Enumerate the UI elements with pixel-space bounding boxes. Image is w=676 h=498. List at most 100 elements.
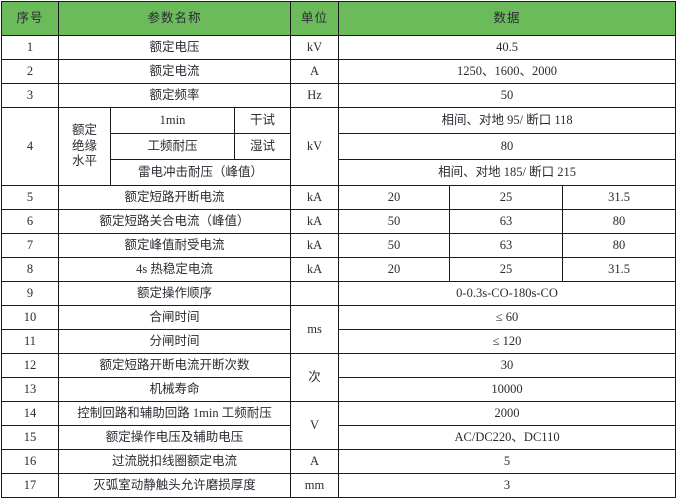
sub-row-test-type: 干试 [233, 107, 292, 134]
row-index: 13 [1, 377, 59, 402]
row-index: 3 [1, 83, 59, 108]
sub-row-parameter-name: 1min [110, 107, 235, 134]
table-row: 14 控制回路和辅助回路 1min 工频耐压 V 2000 [1, 401, 676, 450]
row-data: AC/DC220、DC110 [338, 425, 676, 450]
row-index: 7 [1, 233, 59, 258]
table-row: 雷电冲击耐压（峰值） 相间、对地 185/ 断口 215 [2, 159, 676, 186]
row-parameter-name: 分闸时间 [57, 329, 292, 354]
table-row: 4 额定 绝缘 水平 1min 干试 kV 相间、对地 95/ 断口 118 [1, 107, 676, 186]
row-unit: 次 [290, 353, 340, 402]
row-data-col-3: 31.5 [562, 185, 676, 210]
row-unit: A [290, 59, 340, 84]
sub-row-parameter-name: 雷电冲击耐压（峰值） [109, 159, 292, 186]
row-data: 30 [338, 353, 676, 378]
table-row: 2 额定电流 A 1250、1600、2000 [1, 59, 676, 84]
row-data: 1250、1600、2000 [338, 59, 676, 84]
row-index: 6 [1, 209, 59, 234]
header-row: 序号 参数名称 单位 数据 [1, 1, 676, 36]
row-parameter-name: 4s 热稳定电流 [57, 257, 292, 282]
row-data-col-1: 20 [338, 185, 451, 210]
row-unit: kV [290, 107, 340, 186]
row-index: 5 [1, 185, 59, 210]
row-index: 14 [1, 401, 59, 426]
row-unit: kA [290, 257, 340, 282]
row-parameter-name: 额定频率 [57, 83, 292, 108]
row-index: 15 [1, 425, 59, 450]
row-data: ≤ 120 [338, 329, 676, 354]
row-data-col-3: 80 [562, 209, 676, 234]
row-data: 2000 [338, 401, 676, 426]
row-parameter-name: 机械寿命 [57, 377, 292, 402]
row-index: 8 [1, 257, 59, 282]
row-data: ≤ 60 [338, 305, 676, 330]
row-unit: ms [290, 305, 340, 354]
row-unit: Hz [290, 83, 340, 108]
row-parameter-name: 额定电压 [57, 35, 292, 60]
table-row: 8 4s 热稳定电流 kA 20 25 31.5 [1, 257, 676, 282]
row-data: 50 [338, 83, 676, 108]
row-parameter-name: 额定短路关合电流（峰值） [57, 209, 292, 234]
row-data: 10000 [338, 377, 676, 402]
row-parameter-name: 额定操作电压及辅助电压 [57, 425, 292, 450]
row-parameter-name: 额定短路开断电流开断次数 [57, 353, 292, 378]
row-index: 1 [1, 35, 59, 60]
row-data-col-3: 80 [562, 233, 676, 258]
row-unit: kA [290, 209, 340, 234]
insulation-level-group-label: 额定 绝缘 水平 [58, 107, 111, 186]
row-unit: A [290, 449, 340, 474]
table-row: 9 额定操作顺序 0-0.3s-CO-180s-CO [1, 281, 676, 306]
table-row: 11 分闸时间 ≤ 120 [1, 329, 676, 354]
row-index: 4 [1, 107, 59, 186]
table-row: 7 额定峰值耐受电流 kA 50 63 80 [1, 233, 676, 258]
header-cell-unit: 单位 [290, 1, 340, 36]
row-unit: kA [290, 185, 340, 210]
group-label-line-1: 额定 [71, 123, 97, 138]
row-index: 12 [1, 353, 59, 378]
group-label-line-3: 水平 [71, 154, 97, 169]
row-index: 2 [1, 59, 59, 84]
row-data: 5 [338, 449, 676, 474]
table-row: 16 过流脱扣线圈额定电流 A 5 [1, 449, 676, 474]
row-data-col-1: 20 [338, 257, 451, 282]
row-data: 40.5 [338, 35, 676, 60]
row-data-col-2: 63 [449, 209, 564, 234]
row-index: 11 [1, 329, 59, 354]
row-data: 0-0.3s-CO-180s-CO [338, 281, 676, 306]
row-data-col-3: 31.5 [562, 257, 676, 282]
row-parameter-name: 额定电流 [57, 59, 292, 84]
row-parameter-name: 额定操作顺序 [57, 281, 292, 306]
row-parameter-name: 额定短路开断电流 [57, 185, 292, 210]
row-data-col-2: 25 [449, 257, 564, 282]
sub-row-data: 相间、对地 95/ 断口 118 [338, 107, 676, 134]
row-parameter-name: 额定峰值耐受电流 [57, 233, 292, 258]
row-index: 9 [1, 281, 59, 306]
table-row: 6 额定短路关合电流（峰值） kA 50 63 80 [1, 209, 676, 234]
table-row: 3 额定频率 Hz 50 [1, 83, 676, 108]
row-unit: V [290, 401, 340, 450]
sub-row-parameter-name: 工频耐压 [110, 133, 235, 160]
row-parameter-name: 过流脱扣线圈额定电流 [57, 449, 292, 474]
table-row: 5 额定短路开断电流 kA 20 25 31.5 [1, 185, 676, 210]
sub-row-data: 80 [338, 133, 676, 160]
header-cell-data: 数据 [338, 1, 676, 36]
table-row: 13 机械寿命 10000 [1, 377, 676, 402]
table-row: 12 额定短路开断电流开断次数 次 30 [1, 353, 676, 402]
sub-row-test-type: 湿试 [233, 133, 292, 160]
row-unit: kA [290, 233, 340, 258]
row-data-col-2: 25 [449, 185, 564, 210]
header-cell-index: 序号 [1, 1, 59, 36]
header-cell-parameter-name: 参数名称 [57, 1, 292, 36]
row-data-col-1: 50 [338, 209, 451, 234]
table-header: 序号 参数名称 单位 数据 [1, 1, 676, 36]
row-unit [290, 281, 340, 306]
table-body: 1 额定电压 kV 40.5 2 额定电流 A 1250、1600、2000 3… [1, 35, 676, 498]
sub-row-data: 相间、对地 185/ 断口 215 [338, 159, 676, 186]
group-label-line-2: 绝缘 [71, 138, 97, 153]
table-row: 10 合闸时间 ms ≤ 60 [1, 305, 676, 354]
table-row: 15 额定操作电压及辅助电压 AC/DC220、DC110 [1, 425, 676, 450]
row-data-col-1: 50 [338, 233, 451, 258]
table-row: 1 额定电压 kV 40.5 [1, 35, 676, 60]
row-parameter-name: 控制回路和辅助回路 1min 工频耐压 [57, 401, 292, 426]
row-data-col-2: 63 [449, 233, 564, 258]
